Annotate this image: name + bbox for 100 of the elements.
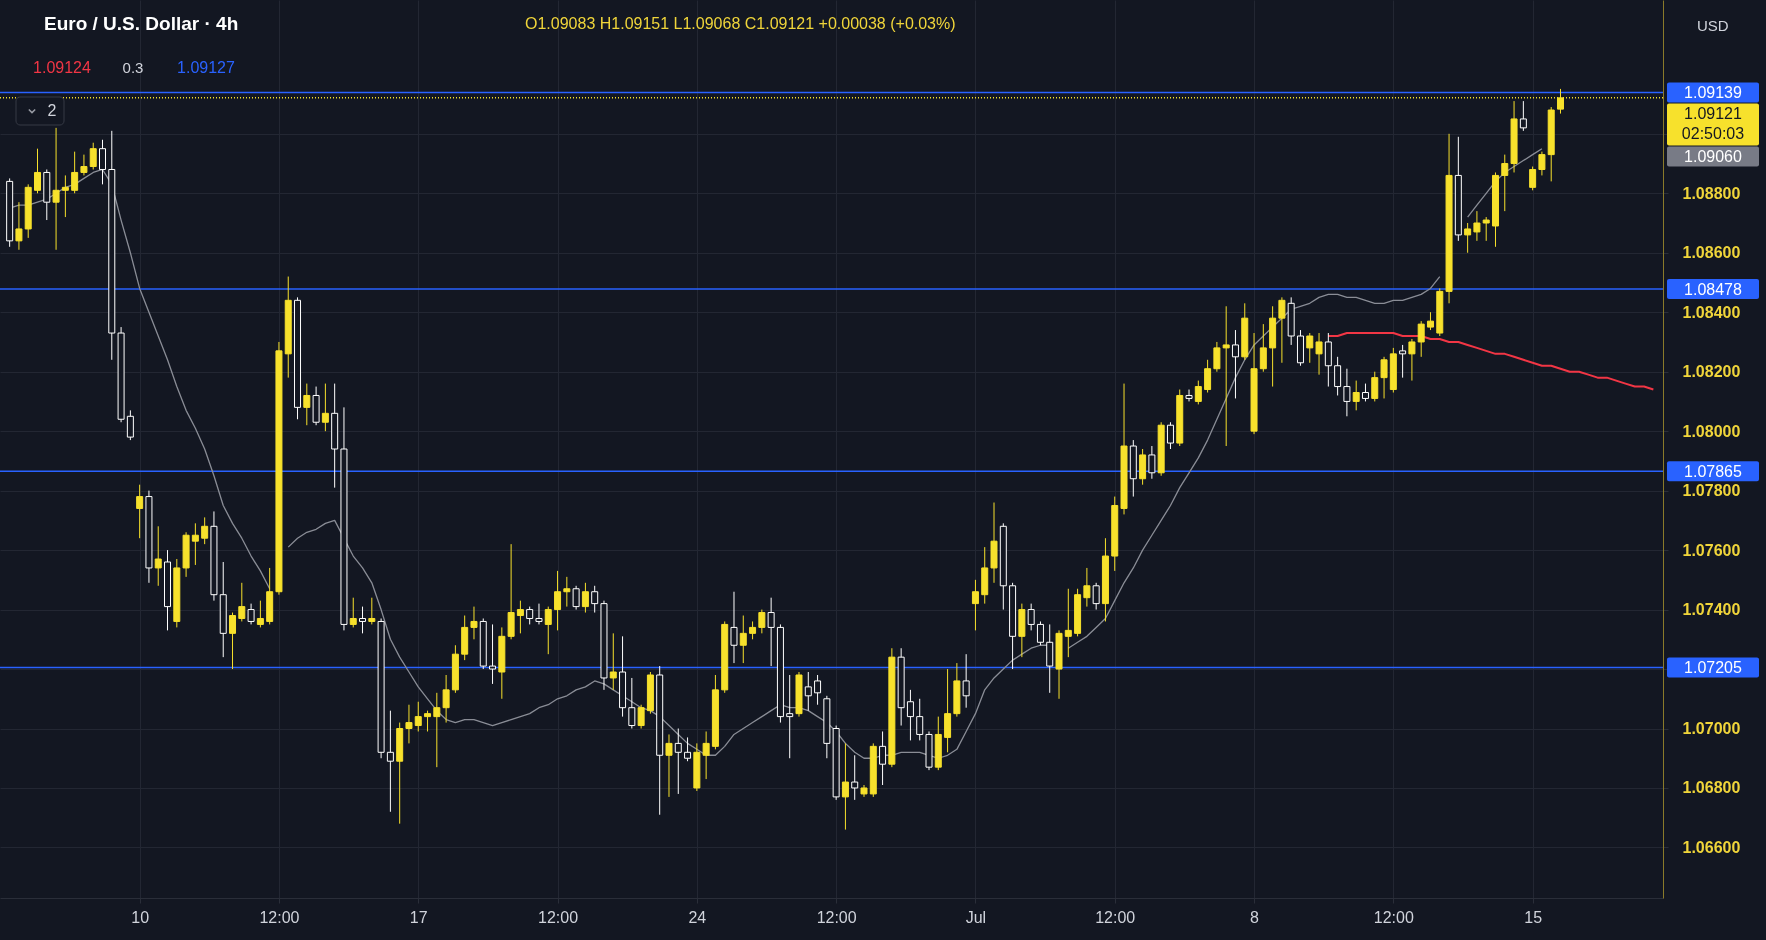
candlestick (15, 201, 23, 251)
candlestick (321, 383, 329, 432)
candlestick (34, 148, 41, 194)
y-tick-label: 1.08400 (1682, 303, 1741, 321)
x-tick-label: 15 (1524, 908, 1543, 926)
candlestick (405, 704, 413, 744)
candlestick (1556, 88, 1564, 115)
candlestick (906, 689, 914, 741)
candlestick (303, 383, 311, 426)
y-tick-label: 1.08200 (1682, 363, 1741, 381)
y-tick-label: 1.08600 (1682, 244, 1741, 262)
candlestick (916, 698, 924, 741)
candlestick (433, 692, 441, 768)
candlestick (944, 668, 952, 753)
candlestick (1046, 623, 1054, 694)
candlestick (516, 600, 524, 634)
candlestick (1278, 296, 1286, 364)
candlestick (1027, 603, 1035, 631)
candlestick (1306, 332, 1314, 364)
x-tick-label: 12:00 (259, 908, 300, 926)
candlestick (1501, 154, 1509, 212)
candlestick (1083, 567, 1091, 608)
candlestick (1380, 356, 1388, 399)
candlestick (1092, 582, 1100, 611)
annotation: 1.09127 (177, 59, 236, 76)
annotation: 1.09124 (33, 59, 92, 76)
candlestick (238, 582, 246, 622)
x-tick-label: 12:00 (816, 908, 857, 926)
x-tick-label: 17 (409, 908, 428, 926)
candlestick (841, 742, 849, 831)
candlestick (665, 733, 673, 798)
candlestick (1194, 380, 1202, 405)
candlestick (730, 591, 738, 664)
text: Euro / U.S. Dollar · 4h (44, 13, 239, 34)
x-tick-label: 12:00 (538, 908, 579, 926)
candlestick (89, 142, 97, 170)
candlestick (52, 127, 60, 251)
candlestick (591, 585, 599, 614)
candlestick (786, 674, 794, 759)
candlestick (99, 139, 107, 185)
candlestick (229, 612, 237, 670)
candlestick (535, 603, 543, 625)
candlestick (1352, 380, 1360, 411)
candlestick (386, 710, 394, 813)
candlestick (684, 736, 692, 762)
candlestick (767, 597, 775, 667)
candlestick (628, 677, 636, 730)
x-tick-label: 12:00 (1373, 908, 1414, 926)
y-tick-label: 1.08000 (1682, 422, 1741, 440)
candlestick (1036, 620, 1044, 646)
candlestick (879, 730, 887, 786)
x-tick-label: 24 (688, 908, 707, 926)
candlestick (814, 674, 822, 706)
candlestick (563, 576, 571, 608)
candlestick (544, 606, 552, 655)
candlestick (489, 623, 497, 685)
candlestick (1529, 166, 1537, 191)
candlestick (1315, 332, 1323, 376)
candlestick (1343, 368, 1351, 417)
candlestick (609, 632, 617, 691)
candlestick (572, 585, 580, 611)
candlestick (1334, 356, 1342, 396)
y-tick-label: 1.07600 (1682, 541, 1741, 559)
candlestick (424, 710, 432, 732)
candlestick (470, 606, 478, 640)
candlestick (349, 597, 357, 628)
x-tick-label: Jul (965, 908, 987, 926)
candlestick (442, 674, 450, 724)
candlestick (61, 174, 69, 218)
candlestick (962, 653, 970, 709)
candlestick (136, 484, 144, 539)
candlestick (80, 154, 88, 176)
candlestick (1519, 100, 1527, 132)
candlestick (1148, 445, 1156, 480)
ref-line-label: 1.09121 (1684, 104, 1743, 122)
text: USD (1697, 17, 1729, 34)
candlestick (637, 704, 645, 730)
candlestick (201, 516, 209, 545)
candlestick (359, 606, 367, 634)
candlestick (674, 728, 682, 795)
candlestick (1399, 344, 1407, 379)
candlestick (702, 730, 710, 780)
y-tick-label: 1.07800 (1682, 482, 1741, 500)
ref-line-label: 1.08478 (1684, 280, 1743, 298)
candlestick (247, 603, 255, 625)
annotation: O1.09083 H1.09151 L1.09068 C1.09121 +0.00038 (+0.03%) (525, 15, 956, 32)
candlestick (1538, 151, 1546, 176)
candlestick (154, 525, 162, 587)
candlestick (1204, 359, 1212, 393)
candlestick (256, 600, 264, 628)
candlestick (1408, 338, 1416, 382)
candlestick (71, 151, 79, 194)
candlestick (554, 570, 562, 631)
x-tick-label: 12:00 (1095, 908, 1136, 926)
candlestick (851, 754, 859, 801)
x-tick-label: 10 (131, 908, 150, 926)
ref-line-label: 1.09139 (1684, 83, 1743, 101)
annotation: 2 (47, 102, 57, 119)
candlestick (191, 522, 199, 566)
text: 1.09060 (1684, 147, 1743, 165)
